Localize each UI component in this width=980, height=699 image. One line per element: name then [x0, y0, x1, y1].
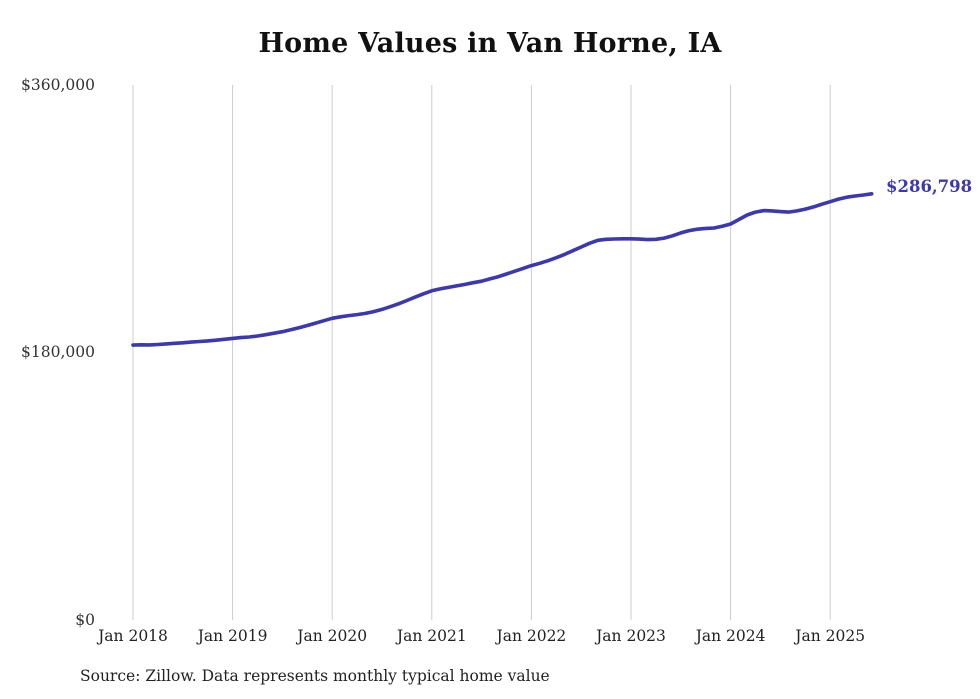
home-value-line	[131, 192, 874, 347]
x-axis-tick-jan-2018: Jan 2018	[96, 627, 168, 645]
x-axis-tick-jan-2019: Jan 2019	[196, 627, 268, 645]
y-axis-tick-180000: $180,000	[21, 343, 95, 361]
x-axis-tick-jan-2025: Jan 2025	[793, 627, 865, 645]
x-axis-tick-jan-2020: Jan 2020	[295, 627, 367, 645]
x-axis-tick-jan-2023: Jan 2023	[594, 627, 666, 645]
x-axis-tick-jan-2024: Jan 2024	[694, 627, 766, 645]
y-axis-tick-360000: $360,000	[21, 76, 95, 94]
x-axis-tick-jan-2021: Jan 2021	[395, 627, 467, 645]
y-axis-tick-0: $0	[75, 611, 95, 629]
source-note: Source: Zillow. Data represents monthly …	[80, 667, 550, 685]
chart-title: Home Values in Van Horne, IA	[258, 28, 722, 59]
latest-value-label: $286,798	[886, 177, 973, 196]
x-axis-tick-jan-2022: Jan 2022	[494, 627, 566, 645]
